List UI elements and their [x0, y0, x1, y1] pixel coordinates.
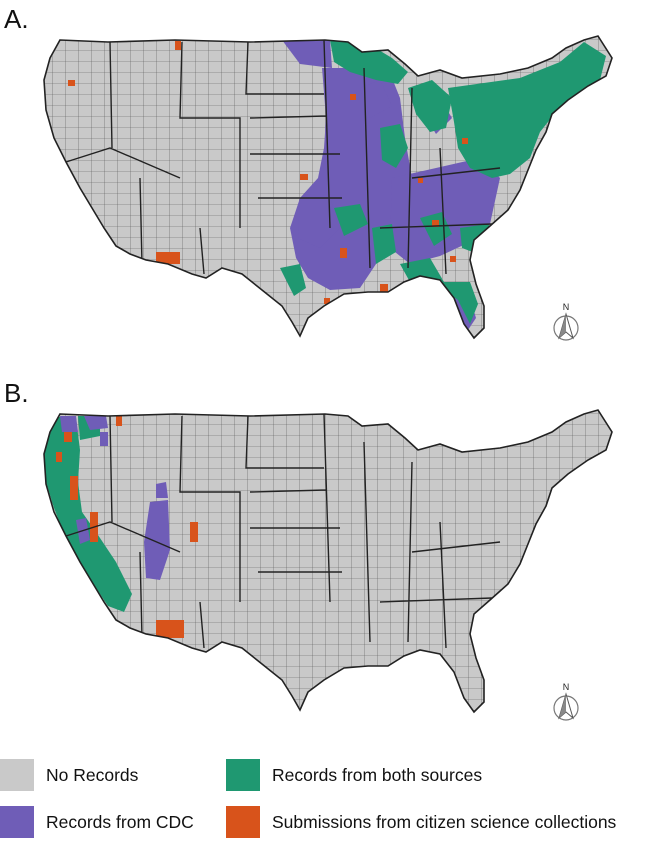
legend-label-both-sources: Records from both sources: [272, 764, 483, 785]
legend-item-no-records: No Records: [0, 759, 138, 791]
north-label-b: N: [563, 682, 570, 692]
legend-item-citizen-science: Submissions from citizen science collect…: [226, 806, 616, 838]
legend-swatch-no-records: [0, 759, 34, 791]
north-arrow-a: N: [553, 302, 579, 341]
legend-item-both-sources: Records from both sources: [226, 759, 482, 791]
legend-label-citizen-science: Submissions from citizen science collect…: [272, 811, 617, 832]
legend-swatch-cdc: [0, 806, 34, 838]
legend-item-cdc: Records from CDC: [0, 806, 194, 838]
map-panel-b: N: [43, 409, 613, 721]
legend-swatch-citizen-science: [226, 806, 260, 838]
panel-a-label: A.: [4, 4, 29, 34]
state-borders-a: [65, 39, 501, 275]
state-borders-b: [65, 413, 501, 649]
legend-label-no-records: No Records: [46, 764, 139, 785]
map-panel-a: N: [43, 35, 613, 341]
north-label-a: N: [563, 302, 570, 312]
panel-b-label: B.: [4, 378, 29, 408]
north-arrow-b: N: [553, 682, 579, 721]
legend-label-cdc: Records from CDC: [46, 811, 194, 832]
legend-swatch-both-sources: [226, 759, 260, 791]
